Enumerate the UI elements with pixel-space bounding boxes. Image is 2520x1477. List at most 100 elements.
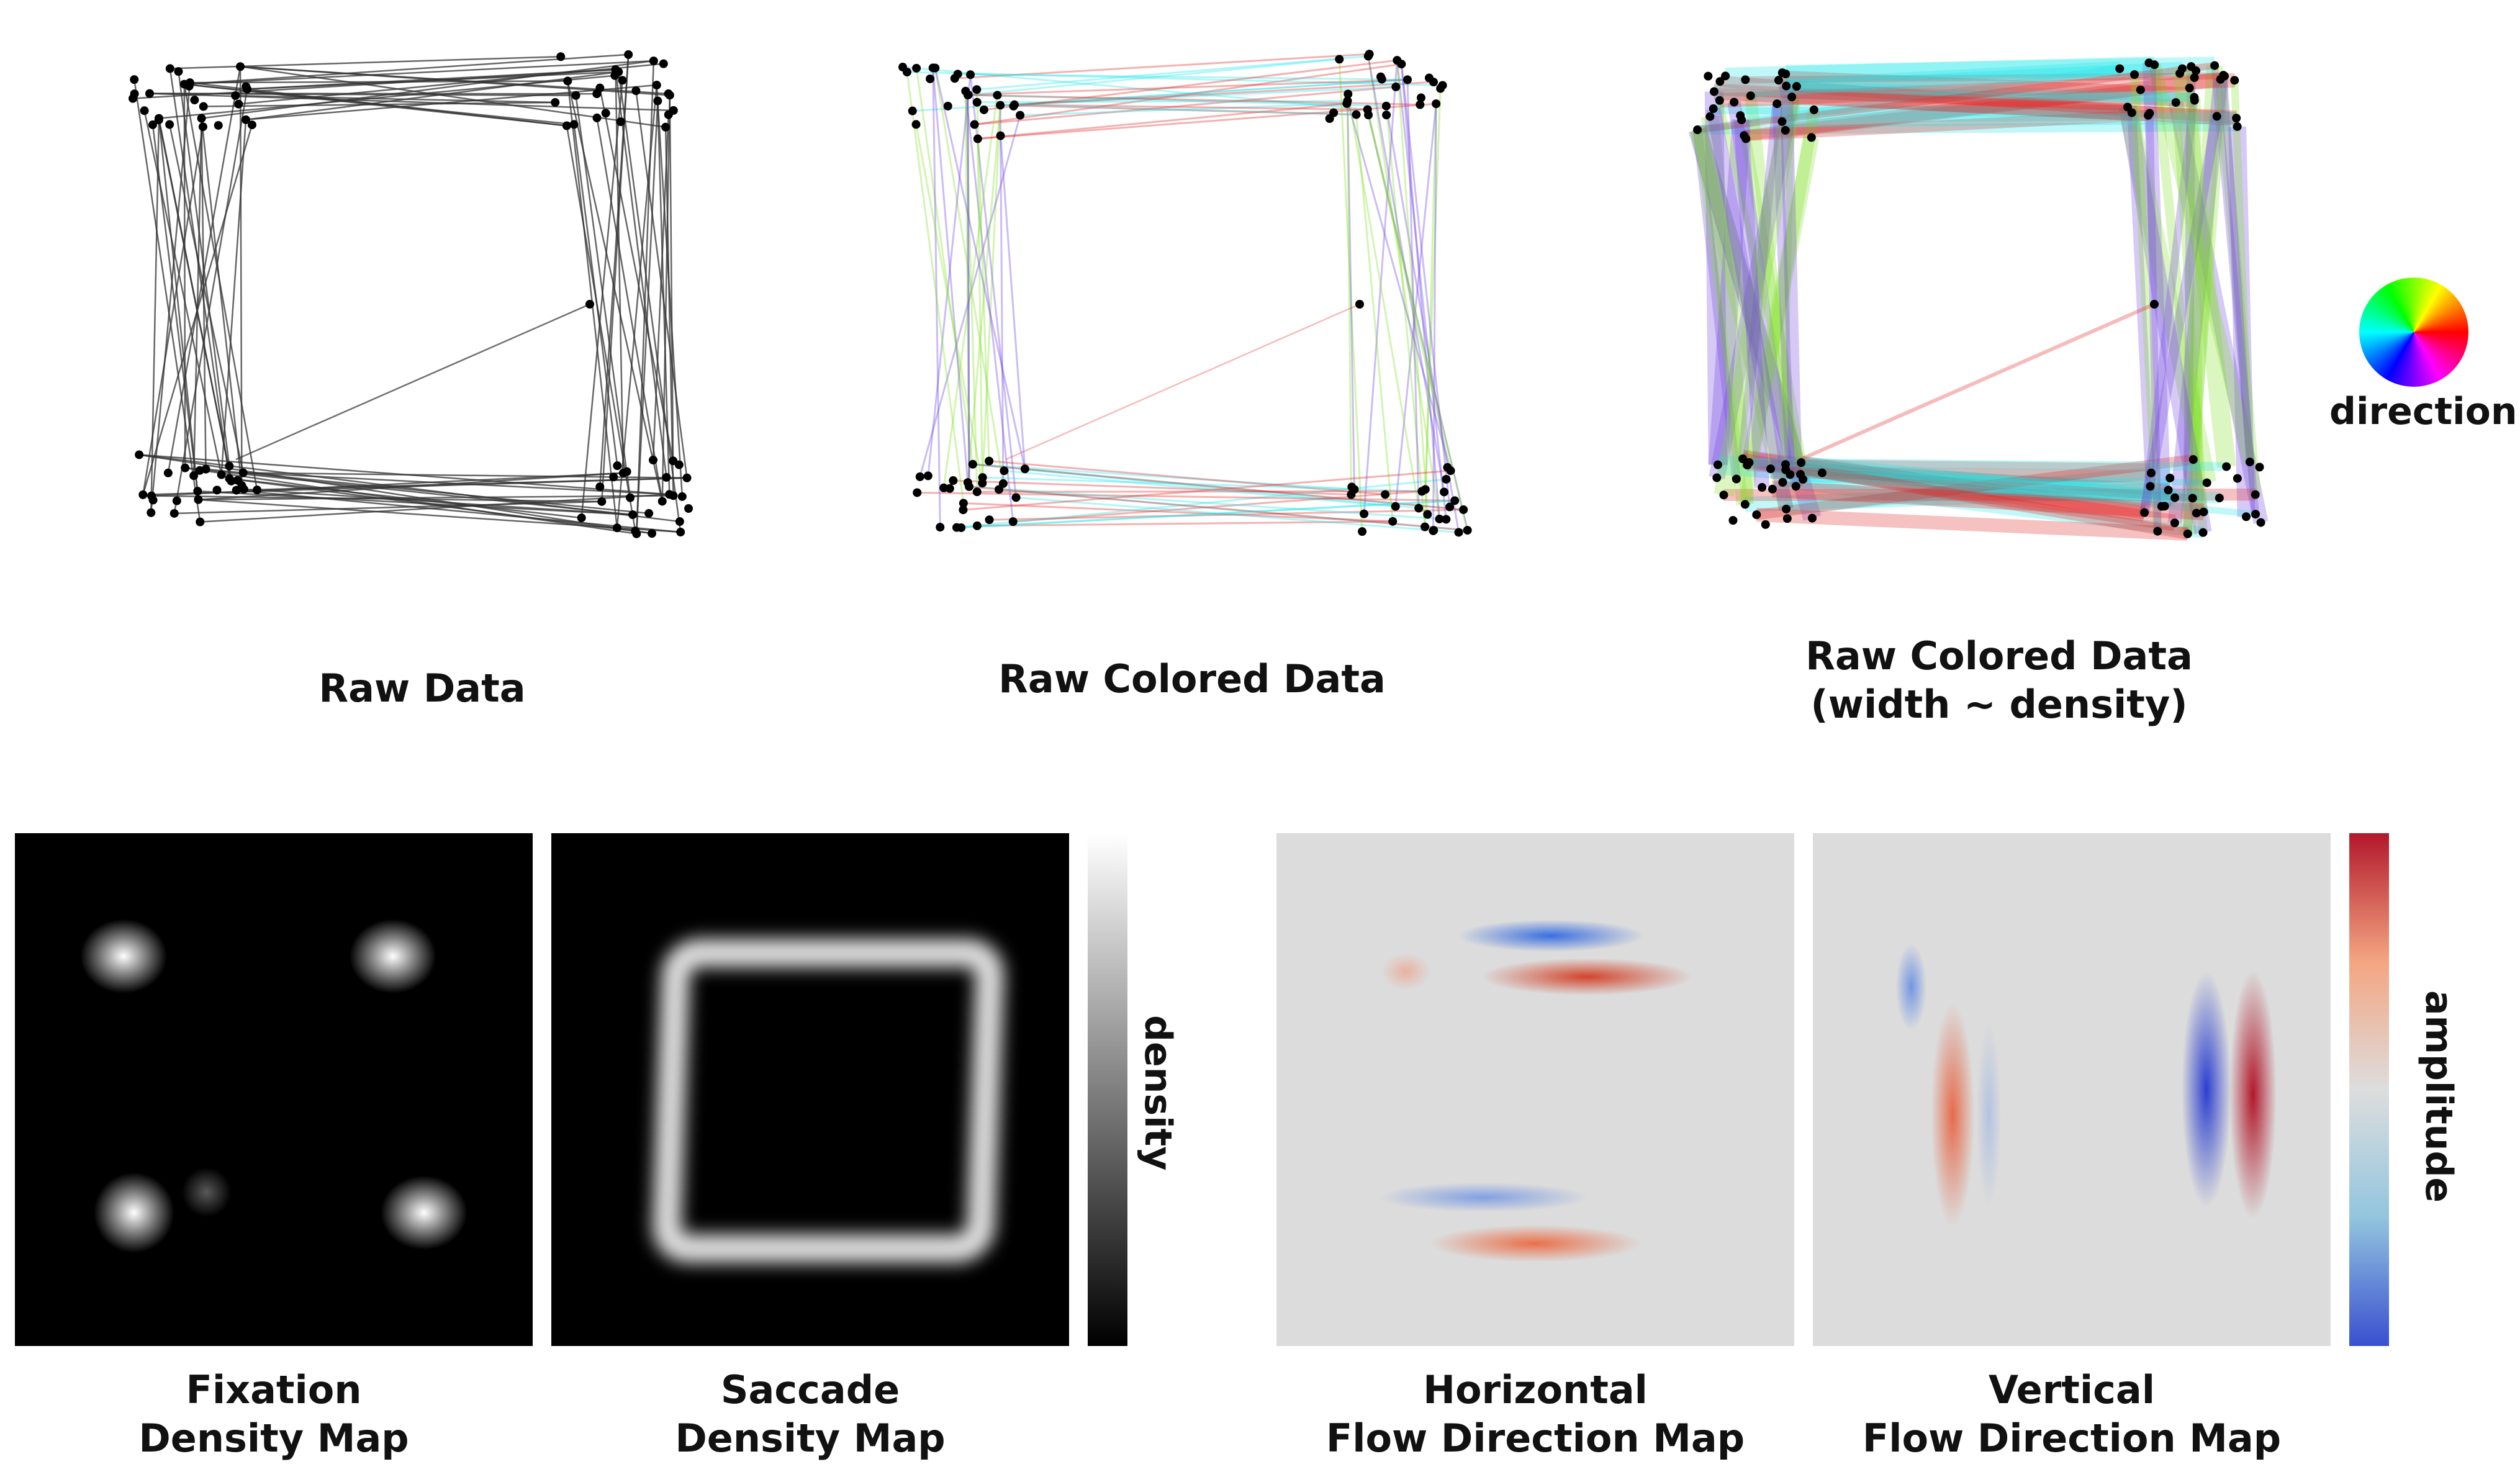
- saccade-line: [963, 502, 1393, 523]
- saccade-line: [2172, 102, 2208, 512]
- fixation-point: [1009, 101, 1018, 111]
- fixation-point: [130, 89, 139, 99]
- fixation-point: [1382, 111, 1391, 120]
- saccade-line: [2149, 64, 2208, 533]
- direction-legend-label: direction: [2329, 390, 2518, 433]
- saccade-line: [229, 477, 582, 519]
- saccade-line: [201, 60, 654, 119]
- fixation-point: [926, 74, 935, 83]
- saccade-line: [989, 508, 1464, 521]
- saccade-line: [1338, 59, 1363, 532]
- saccade-line: [1717, 455, 2176, 508]
- fixation-point: [217, 470, 226, 479]
- saccade-line: [917, 491, 1455, 502]
- saccade-line: [1786, 61, 2120, 94]
- fixation-point: [1807, 133, 1816, 142]
- fixation-point: [968, 459, 977, 469]
- fixation-point: [1791, 482, 1800, 491]
- saccade-line: [1800, 471, 2207, 486]
- fixation-point: [659, 59, 668, 68]
- raw-colored-width-caption-line1: Raw Colored Data: [1805, 633, 2193, 679]
- fixation-point: [2130, 70, 2139, 79]
- saccade-line: [601, 54, 630, 502]
- amplitude-colorbar-label: amplitude: [2417, 990, 2460, 1203]
- saccade-line: [1714, 61, 2183, 99]
- raw-data-plot: [129, 50, 693, 538]
- fixation-point: [653, 96, 662, 106]
- saccade-line: [1743, 109, 2149, 142]
- fixation-point: [1335, 55, 1344, 64]
- fixation-point: [1329, 108, 1339, 117]
- fixation-point: [148, 120, 158, 129]
- saccade-line: [1385, 106, 1426, 527]
- saccade-line: [974, 86, 1396, 125]
- saccade-line: [1782, 112, 2237, 128]
- fixation-point: [190, 96, 199, 105]
- fixation-point: [234, 99, 243, 109]
- saccade-line: [149, 93, 576, 97]
- fixation-caption: Fixation Density Map: [88, 1366, 460, 1463]
- saccade-line: [580, 80, 623, 518]
- saccade-line: [1363, 60, 1398, 514]
- fixation-point: [1342, 99, 1352, 108]
- saccade-line: [1697, 65, 2121, 134]
- fixation-point: [1358, 527, 1367, 536]
- fixation-point: [1746, 91, 1755, 101]
- fixation-point: [1429, 526, 1438, 535]
- fixation-point: [1797, 458, 1806, 467]
- saccade-line: [932, 68, 969, 483]
- saccade-caption-line2: Density Map: [675, 1416, 946, 1461]
- fixation-point: [1454, 528, 1463, 537]
- saccade-line: [1355, 114, 1394, 522]
- saccade-line: [1432, 104, 1437, 531]
- fixation-point: [996, 131, 1005, 140]
- saccade-line: [1014, 86, 1396, 106]
- fixation-point: [1781, 70, 1791, 79]
- saccade-line: [239, 66, 243, 486]
- fixation-point: [2232, 114, 2241, 123]
- fixation-point: [1403, 75, 1412, 84]
- fixation-point: [147, 491, 156, 500]
- fixation-point: [612, 523, 621, 533]
- fixation-point: [562, 121, 571, 130]
- saccade-line: [1741, 450, 2176, 531]
- fixation-point: [1459, 505, 1468, 514]
- saccade-line: [967, 94, 970, 487]
- saccade-line: [573, 124, 618, 466]
- saccade-line: [1772, 103, 1795, 475]
- fixation-point: [1792, 82, 1801, 91]
- saccade-lines: [1688, 56, 2269, 541]
- fixation-point: [996, 101, 1005, 110]
- saccade-line: [1719, 73, 2235, 108]
- fixation-point: [675, 517, 684, 526]
- saccade-line: [1346, 101, 1352, 495]
- fixation-point: [1450, 496, 1460, 505]
- saccade-line: [1779, 97, 1795, 483]
- fixation-point: [1432, 99, 1441, 109]
- saccade-line: [1396, 60, 1447, 520]
- fixation-point: [1445, 502, 1455, 512]
- fixation-point: [1352, 110, 1361, 119]
- saccade-line: [972, 463, 1355, 490]
- raw-colored-data-caption: Raw Colored Data: [998, 656, 1386, 702]
- fixation-point: [197, 114, 206, 123]
- saccade-line: [1770, 463, 2220, 504]
- fixation-caption-line1: Fixation: [186, 1367, 362, 1412]
- saccade-line: [967, 105, 1001, 483]
- fixation-point: [1381, 490, 1390, 499]
- fixation-point: [1786, 470, 1795, 479]
- fixation-point: [1715, 96, 1724, 105]
- fixation-point: [2144, 58, 2154, 68]
- saccade-line: [1688, 127, 1822, 521]
- fixation-point: [2165, 473, 2175, 482]
- stray-saccade-line: [235, 303, 590, 461]
- saccade-line: [2118, 105, 2216, 485]
- fixation-point: [140, 106, 149, 115]
- fixation-point: [1355, 300, 1364, 309]
- fixation-point: [1435, 514, 1444, 523]
- saccade-lines: [132, 53, 688, 535]
- fixation-point: [147, 508, 156, 517]
- fixation-point: [2212, 112, 2221, 121]
- saccade-line: [915, 124, 983, 484]
- fixation-point: [169, 508, 179, 518]
